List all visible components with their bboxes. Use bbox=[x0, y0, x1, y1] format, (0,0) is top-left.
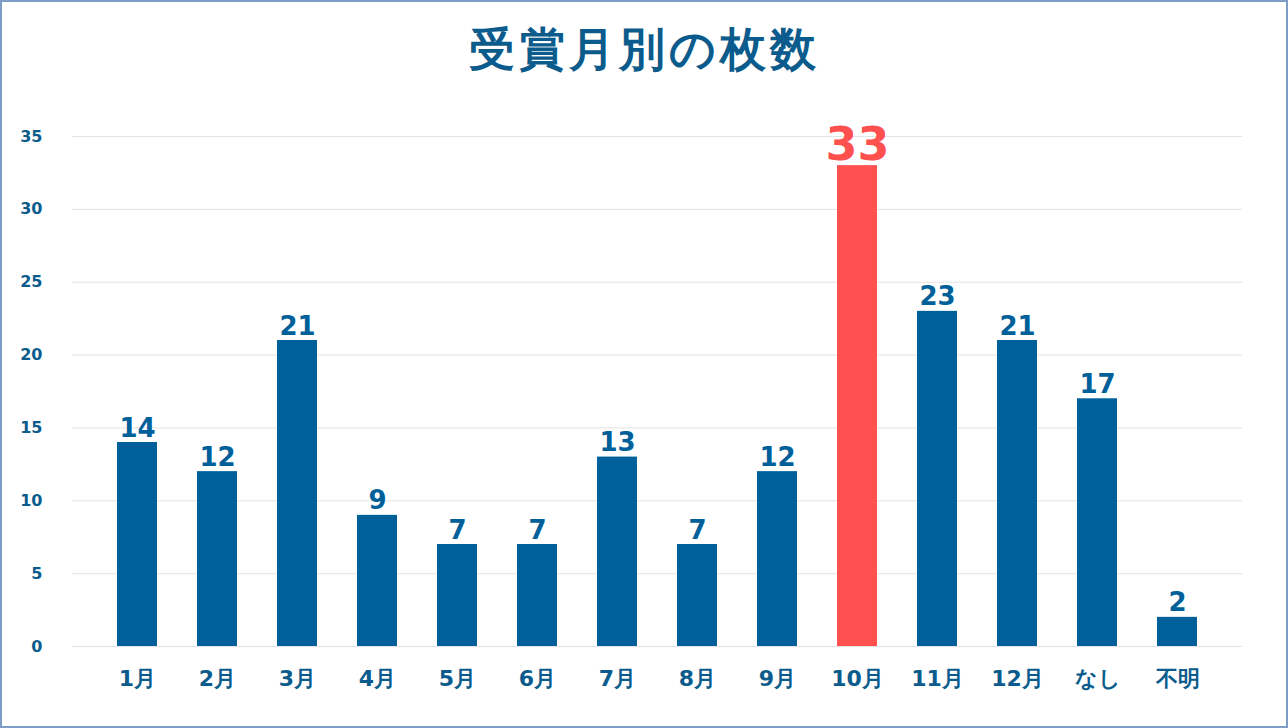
svg-text:9: 9 bbox=[368, 485, 386, 515]
html-text:受賞月別の枚数: 受賞月別の枚数 bbox=[468, 22, 820, 76]
svg-text:35: 35 bbox=[20, 127, 42, 146]
svg-text:20: 20 bbox=[20, 345, 42, 364]
svg-text:15: 15 bbox=[20, 418, 42, 437]
svg-text:12月: 12月 bbox=[991, 666, 1044, 691]
svg-text:なし: なし bbox=[1075, 666, 1121, 691]
svg-text:3月: 3月 bbox=[279, 666, 316, 691]
svg-text:4月: 4月 bbox=[359, 666, 396, 691]
svg-text:33: 33 bbox=[825, 117, 889, 171]
svg-text:不明: 不明 bbox=[1155, 666, 1200, 691]
svg-text:12: 12 bbox=[199, 442, 235, 472]
svg-text:0: 0 bbox=[31, 637, 42, 656]
svg-text:5月: 5月 bbox=[439, 666, 476, 691]
svg-text:8月: 8月 bbox=[679, 666, 716, 691]
svg-text:17: 17 bbox=[1079, 369, 1115, 399]
svg-text:13: 13 bbox=[599, 427, 635, 457]
svg-text:2: 2 bbox=[1168, 587, 1186, 617]
svg-text:23: 23 bbox=[919, 281, 955, 311]
svg-text:11月: 11月 bbox=[911, 666, 964, 691]
svg-text:12: 12 bbox=[759, 442, 795, 472]
svg-text:21: 21 bbox=[279, 311, 315, 341]
svg-text:6月: 6月 bbox=[519, 666, 556, 691]
svg-text:30: 30 bbox=[20, 199, 42, 218]
svg-text:7: 7 bbox=[528, 515, 546, 545]
svg-text:2月: 2月 bbox=[199, 666, 236, 691]
svg-text:14: 14 bbox=[119, 413, 155, 443]
svg-text:9月: 9月 bbox=[759, 666, 796, 691]
svg-text:21: 21 bbox=[999, 311, 1035, 341]
svg-text:5: 5 bbox=[31, 564, 42, 583]
svg-text:25: 25 bbox=[20, 272, 42, 291]
svg-text:1月: 1月 bbox=[119, 666, 156, 691]
svg-text:10: 10 bbox=[20, 491, 42, 510]
svg-text:7: 7 bbox=[688, 515, 706, 545]
svg-text:10月: 10月 bbox=[831, 666, 884, 691]
svg-text:7月: 7月 bbox=[599, 666, 636, 691]
svg-text:7: 7 bbox=[448, 515, 466, 545]
